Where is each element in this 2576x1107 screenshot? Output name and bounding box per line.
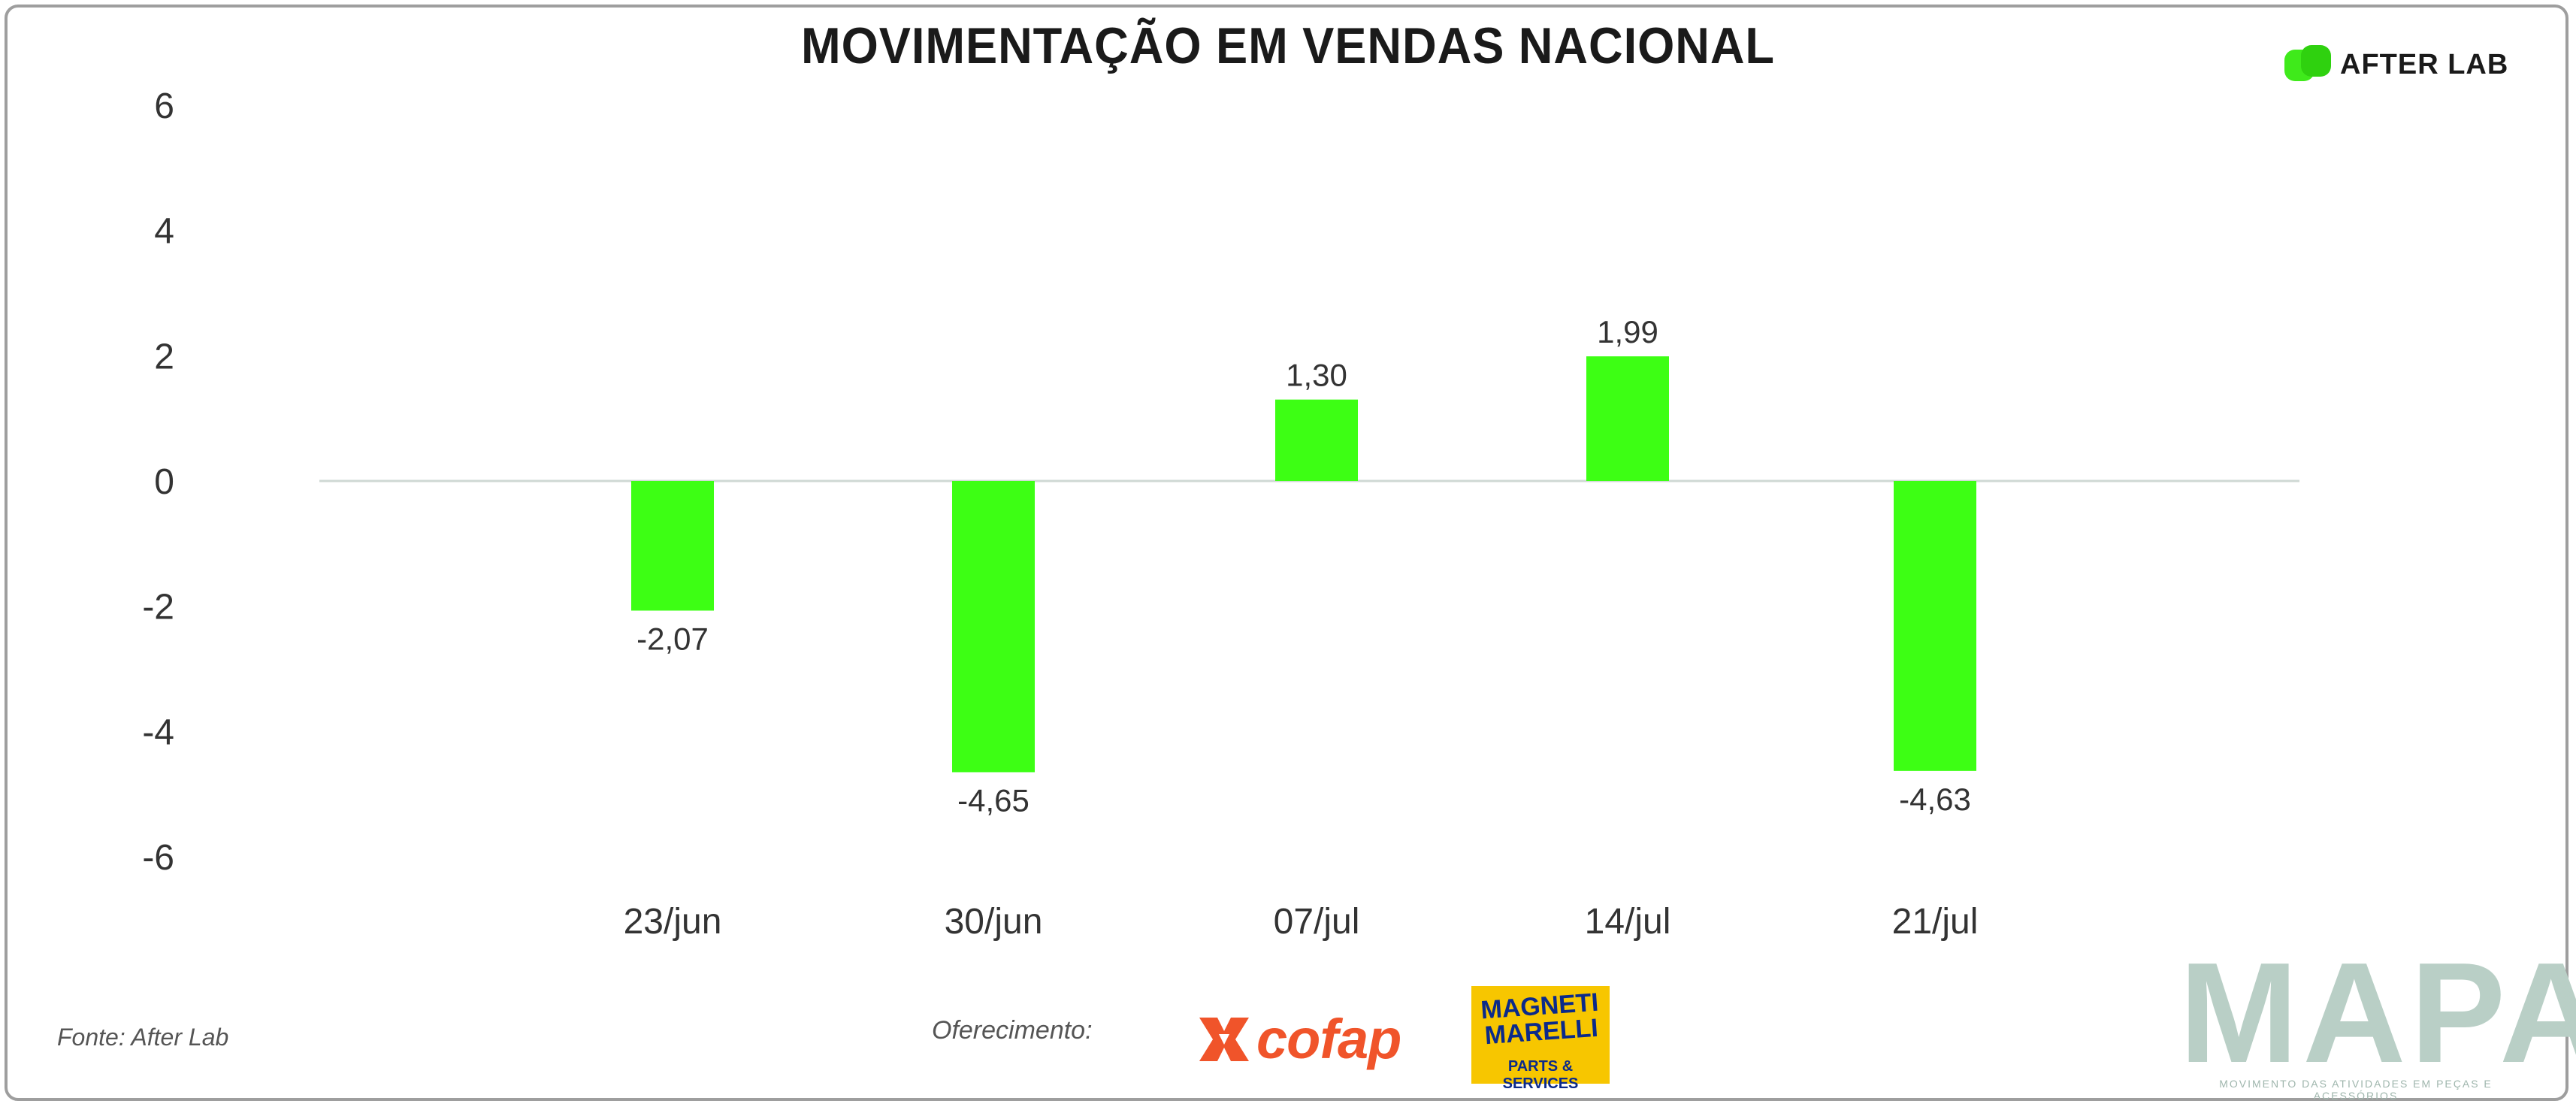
- y-tick-label: 2: [154, 337, 174, 377]
- source-note: Fonte: After Lab: [57, 1024, 229, 1051]
- sponsor-label: Oferecimento:: [932, 1016, 1093, 1045]
- data-label: -2,07: [636, 622, 709, 657]
- magneti-marelli-logo: MAGNETI MARELLI PARTS & SERVICES: [1471, 986, 1610, 1092]
- x-tick-label: 21/jul: [1892, 902, 1979, 942]
- magneti-parts-text: PARTS & SERVICES: [1502, 1058, 1579, 1092]
- y-tick-label: 4: [154, 212, 174, 252]
- data-label: 1,30: [1286, 358, 1347, 393]
- x-tick-label: 30/jun: [945, 902, 1043, 942]
- bar: [952, 481, 1035, 773]
- afterlab-logo-text: AFTER LAB: [2340, 48, 2509, 80]
- bar: [1586, 356, 1669, 481]
- afterlab-logo-icon: [2284, 45, 2333, 84]
- mapa-logo: MAPA MOVIMENTO DAS ATIVIDADES EM PEÇAS E…: [2179, 933, 2576, 1102]
- x-tick-label: 23/jun: [624, 902, 722, 942]
- x-tick-label: 07/jul: [1274, 902, 1360, 942]
- chart-title: MOVIMENTAÇÃO EM VENDAS NACIONAL: [801, 17, 1775, 74]
- bar: [1275, 399, 1358, 481]
- mapa-logo-title: MAPA: [2179, 933, 2576, 1093]
- magneti-marelli-text: MAGNETI MARELLI: [1480, 988, 1600, 1051]
- mapa-logo-subtitle: MOVIMENTO DAS ATIVIDADES EM PEÇAS E ACES…: [2219, 1078, 2493, 1102]
- cofap-logo: cofap: [1196, 1007, 1401, 1071]
- y-tick-label: 6: [154, 86, 174, 126]
- y-tick-label: -2: [142, 588, 174, 628]
- bar: [1894, 481, 1976, 771]
- chart-frame: [5, 5, 2568, 1101]
- y-tick-label: -6: [142, 838, 174, 878]
- x-tick-label: 14/jul: [1585, 902, 1671, 942]
- cofap-x-icon: [1196, 1012, 1252, 1067]
- afterlab-logo: AFTER LAB: [2284, 45, 2508, 84]
- bar: [631, 481, 714, 611]
- cofap-logo-text: cofap: [1256, 1008, 1401, 1070]
- y-tick-label: -4: [142, 712, 174, 752]
- data-label: -4,65: [957, 783, 1029, 818]
- y-tick-label: 0: [154, 462, 174, 502]
- data-label: 1,99: [1597, 314, 1658, 349]
- data-label: -4,63: [1899, 782, 1971, 817]
